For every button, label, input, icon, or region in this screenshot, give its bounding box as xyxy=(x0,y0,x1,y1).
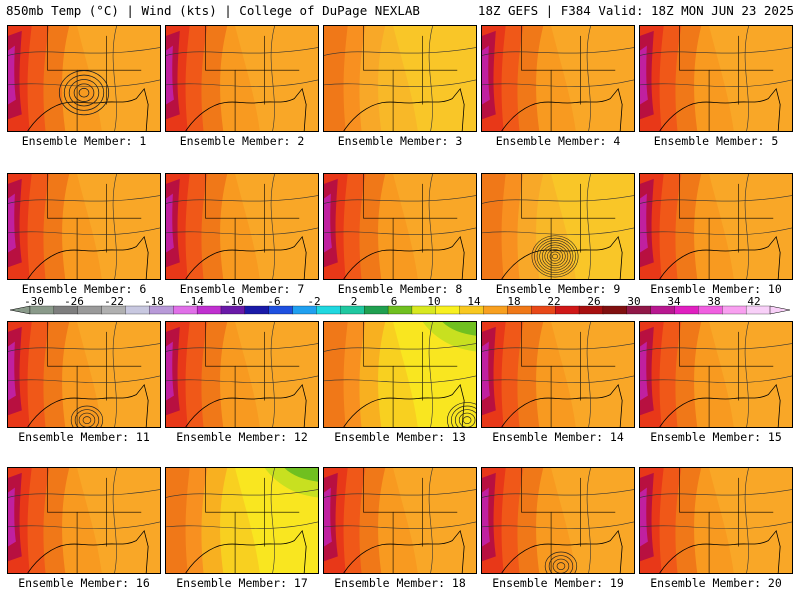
colorbar-max-arrow xyxy=(769,305,791,315)
temperature-map xyxy=(166,322,318,427)
ensemble-member-label: Ensemble Member: 11 xyxy=(18,430,150,444)
colorbar-swatch xyxy=(722,305,747,315)
ensemble-panel-5 xyxy=(639,25,793,132)
colorbar-svg: -30 -26 -22 -18 -14 -10 -6 -2 2 6 10 14 18 22 26 30 34 38… xyxy=(9,296,791,315)
colorbar-tick-label: 14 xyxy=(467,296,481,308)
colorbar-tick-label: -22 xyxy=(104,296,124,308)
ensemble-panel-13 xyxy=(323,321,477,428)
temperature-map xyxy=(166,468,318,573)
temperature-map xyxy=(640,26,792,131)
ensemble-panel-9 xyxy=(481,173,635,280)
colorbar-tick-label: 38 xyxy=(707,296,720,308)
ensemble-member-label: Ensemble Member: 5 xyxy=(653,134,779,148)
colorbar-tick-label: -14 xyxy=(184,296,204,308)
temperature-map xyxy=(8,468,160,573)
ensemble-panel-1 xyxy=(7,25,161,132)
ensemble-panel-7 xyxy=(165,173,319,280)
temperature-map xyxy=(324,26,476,131)
temperature-map xyxy=(324,468,476,573)
ensemble-panel-10 xyxy=(639,173,793,280)
ensemble-member-label: Ensemble Member: 8 xyxy=(337,282,463,296)
temperature-map xyxy=(640,174,792,279)
ensemble-panel-2 xyxy=(165,25,319,132)
ensemble-member-label: Ensemble Member: 20 xyxy=(650,576,782,590)
temperature-colorbar: -30 -26 -22 -18 -14 -10 -6 -2 2 6 10 14 18 22 26 30 34 38… xyxy=(0,296,800,320)
colorbar-tick-label: 22 xyxy=(547,296,560,308)
ensemble-panel-4 xyxy=(481,25,635,132)
temperature-map xyxy=(8,174,160,279)
colorbar-swatch xyxy=(244,305,270,315)
temperature-map xyxy=(324,174,476,279)
temperature-map xyxy=(8,26,160,131)
run-valid-time: 18Z GEFS | F384 Valid: 18Z MON JUN 23 20… xyxy=(477,3,794,18)
ensemble-member-label: Ensemble Member: 16 xyxy=(18,576,150,590)
ensemble-member-label: Ensemble Member: 9 xyxy=(495,282,621,296)
colorbar-tick-label: -18 xyxy=(144,296,164,308)
colorbar-swatch xyxy=(483,305,509,315)
colorbar-tick-label: -26 xyxy=(64,296,84,308)
ensemble-member-label: Ensemble Member: 19 xyxy=(492,576,624,590)
temperature-map xyxy=(482,322,634,427)
ensemble-member-label: Ensemble Member: 2 xyxy=(179,134,305,148)
colorbar-tick-label: -10 xyxy=(224,296,244,308)
temperature-map xyxy=(482,468,634,573)
ensemble-panel-14 xyxy=(481,321,635,428)
ensemble-panel-12 xyxy=(165,321,319,428)
colorbar-tick-label: 34 xyxy=(667,296,681,308)
ensemble-member-label: Ensemble Member: 3 xyxy=(337,134,463,148)
ensemble-panel-18 xyxy=(323,467,477,574)
map-header: 850mb Temp (°C) | Wind (kts) | College o… xyxy=(6,3,794,19)
ensemble-panel-8 xyxy=(323,173,477,280)
ensemble-panel-15 xyxy=(639,321,793,428)
ensemble-member-label: Ensemble Member: 7 xyxy=(179,282,305,296)
temperature-map xyxy=(482,174,634,279)
ensemble-member-label: Ensemble Member: 13 xyxy=(334,430,466,444)
ensemble-panel-19 xyxy=(481,467,635,574)
colorbar-tick-label: 42 xyxy=(747,296,760,308)
colorbar-tick-label: -30 xyxy=(24,296,44,308)
ensemble-panel-17 xyxy=(165,467,319,574)
ensemble-member-label: Ensemble Member: 18 xyxy=(334,576,466,590)
ensemble-member-label: Ensemble Member: 6 xyxy=(21,282,147,296)
temperature-map xyxy=(324,322,476,427)
colorbar-swatch xyxy=(364,305,389,315)
colorbar-tick-label: 30 xyxy=(627,296,640,308)
colorbar-swatch xyxy=(602,305,628,315)
product-title: 850mb Temp (°C) | Wind (kts) | College o… xyxy=(6,3,420,18)
temperature-map xyxy=(166,26,318,131)
colorbar-tick-label: -6 xyxy=(267,296,280,308)
ensemble-member-label: Ensemble Member: 1 xyxy=(21,134,147,148)
colorbar-tick-label: 2 xyxy=(351,296,358,308)
ensemble-panel-11 xyxy=(7,321,161,428)
ensemble-member-label: Ensemble Member: 12 xyxy=(176,430,308,444)
ensemble-member-label: Ensemble Member: 4 xyxy=(495,134,621,148)
colorbar-tick-label: 26 xyxy=(587,296,600,308)
colorbar-tick-label: 6 xyxy=(391,296,398,308)
temperature-map xyxy=(640,322,792,427)
temperature-map xyxy=(166,174,318,279)
temperature-map xyxy=(8,322,160,427)
temperature-map xyxy=(640,468,792,573)
ensemble-member-label: Ensemble Member: 14 xyxy=(492,430,624,444)
ensemble-panel-3 xyxy=(323,25,477,132)
colorbar-tick-label: -2 xyxy=(307,296,320,308)
ensemble-member-label: Ensemble Member: 17 xyxy=(176,576,308,590)
ensemble-member-label: Ensemble Member: 10 xyxy=(650,282,782,296)
ensemble-panel-20 xyxy=(639,467,793,574)
temperature-map xyxy=(482,26,634,131)
colorbar-tick-label: 10 xyxy=(427,296,440,308)
ensemble-member-label: Ensemble Member: 15 xyxy=(650,430,782,444)
ensemble-panel-16 xyxy=(7,467,161,574)
ensemble-panel-6 xyxy=(7,173,161,280)
colorbar-tick-label: 18 xyxy=(507,296,520,308)
